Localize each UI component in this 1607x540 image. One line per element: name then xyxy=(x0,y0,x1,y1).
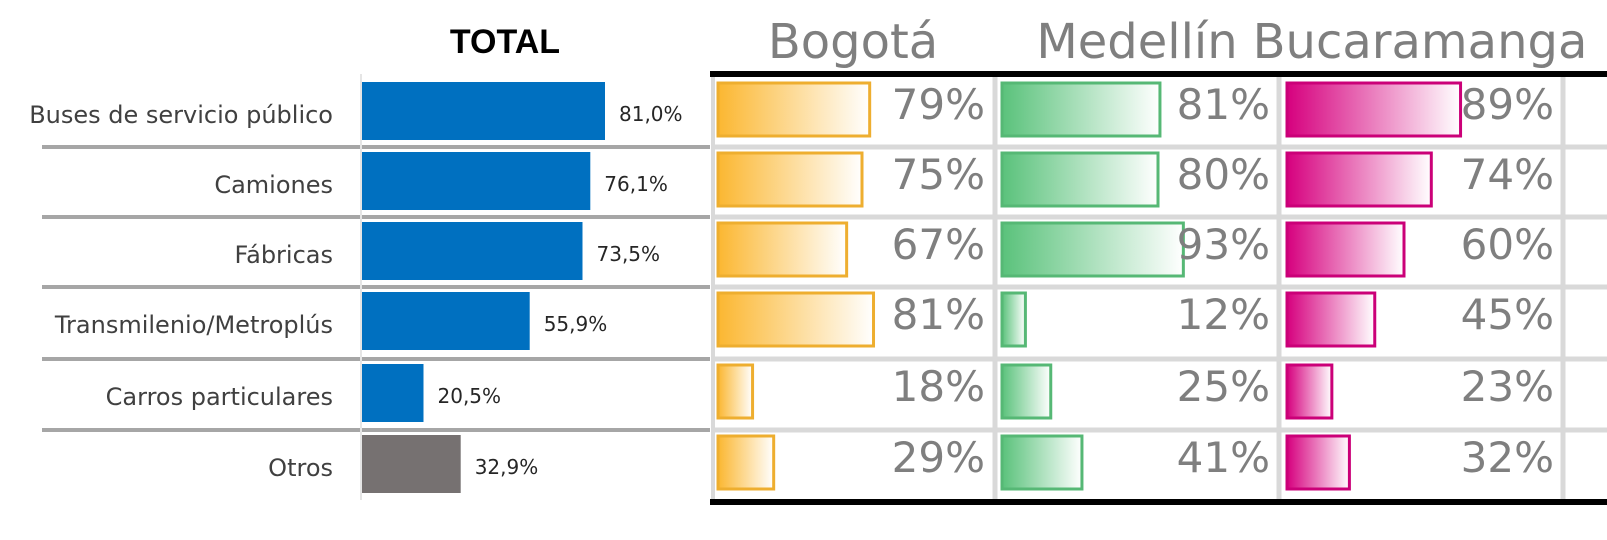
data-label: 73,5% xyxy=(597,242,661,266)
bar xyxy=(1285,81,1463,138)
data-label: 81% xyxy=(892,290,985,339)
bar xyxy=(716,151,864,208)
bar xyxy=(1285,221,1406,278)
data-label: 23% xyxy=(1461,362,1554,411)
bar xyxy=(362,292,530,350)
category-label: Otros xyxy=(268,454,333,482)
bar xyxy=(1000,291,1027,348)
bar xyxy=(362,222,583,280)
city-title: Medellín xyxy=(1036,14,1237,70)
data-label: 60% xyxy=(1461,220,1554,269)
bar xyxy=(362,435,461,493)
data-label: 18% xyxy=(892,362,985,411)
data-label: 76,1% xyxy=(604,172,668,196)
data-label: 74% xyxy=(1461,150,1554,199)
data-label: 79% xyxy=(892,80,985,129)
city-title: Bucaramanga xyxy=(1253,14,1588,70)
data-label: 32,9% xyxy=(475,455,539,479)
data-label: 12% xyxy=(1177,290,1270,339)
bar xyxy=(1285,291,1377,348)
data-label: 81% xyxy=(1177,80,1270,129)
data-label: 45% xyxy=(1461,290,1554,339)
bar xyxy=(1000,434,1084,491)
bar xyxy=(716,221,849,278)
bar xyxy=(1000,81,1162,138)
bar xyxy=(362,152,591,210)
city-title: Bogotá xyxy=(768,14,938,70)
data-label: 32% xyxy=(1461,433,1554,482)
bar xyxy=(716,434,776,491)
data-label: 55,9% xyxy=(544,312,608,336)
data-label: 75% xyxy=(892,150,985,199)
data-label: 41% xyxy=(1177,433,1270,482)
bar xyxy=(1000,221,1185,278)
category-label: Buses de servicio público xyxy=(29,101,333,129)
bar xyxy=(362,82,605,140)
data-label: 81,0% xyxy=(619,102,683,126)
data-label: 89% xyxy=(1461,80,1554,129)
bar xyxy=(716,363,755,420)
category-label: Camiones xyxy=(214,171,333,199)
bar xyxy=(1285,363,1334,420)
bar xyxy=(1285,151,1433,208)
bar xyxy=(362,364,424,422)
data-label: 29% xyxy=(892,433,985,482)
data-label: 80% xyxy=(1177,150,1270,199)
data-label: 67% xyxy=(892,220,985,269)
bar xyxy=(1000,151,1160,208)
bar xyxy=(716,81,872,138)
bar xyxy=(1000,363,1053,420)
data-label: 93% xyxy=(1177,220,1270,269)
total-title: TOTAL xyxy=(450,23,560,61)
bar xyxy=(1285,434,1351,491)
data-label: 20,5% xyxy=(438,384,502,408)
data-label: 25% xyxy=(1177,362,1270,411)
category-label: Fábricas xyxy=(235,241,333,269)
category-label: Transmilenio/Metroplús xyxy=(54,311,333,339)
category-label: Carros particulares xyxy=(106,383,333,411)
bar xyxy=(716,291,876,348)
